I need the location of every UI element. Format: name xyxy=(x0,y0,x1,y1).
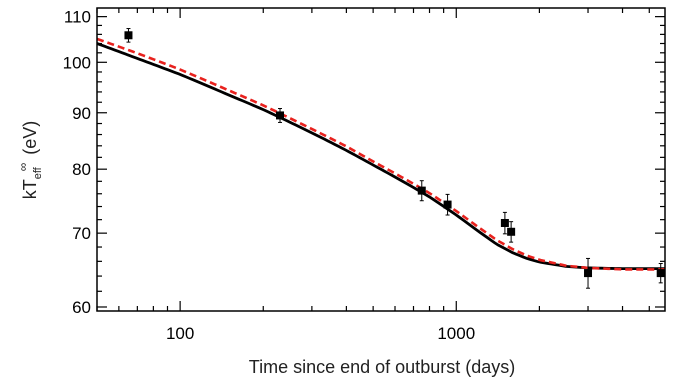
y-tick-label: 110 xyxy=(64,8,91,27)
data-point xyxy=(507,221,516,243)
data-point xyxy=(443,193,452,216)
y-tick-label: 90 xyxy=(72,104,91,123)
data-point xyxy=(417,180,426,202)
point-marker xyxy=(500,218,509,227)
model-curve-dashed xyxy=(96,37,665,271)
plot-frame xyxy=(96,7,666,312)
y-tick-label: 100 xyxy=(63,53,91,72)
data-point xyxy=(500,211,509,235)
model-curves xyxy=(96,37,665,271)
x-axis-title: Time since end of outburst (days) xyxy=(249,357,515,377)
x-tick-label: 1000 xyxy=(437,324,475,343)
point-marker xyxy=(443,200,452,209)
y-tick-label: 80 xyxy=(72,160,91,179)
point-marker xyxy=(584,269,593,278)
point-marker xyxy=(656,269,665,278)
data-point xyxy=(276,108,285,123)
tick-labels: 100 1000 60 70 80 90 100 110 xyxy=(63,8,476,343)
point-marker xyxy=(417,186,426,195)
point-marker xyxy=(124,31,133,40)
model-curve-solid xyxy=(96,42,665,271)
data-point xyxy=(656,263,665,284)
data-point xyxy=(584,257,593,289)
axis-ticks xyxy=(96,8,665,311)
point-marker xyxy=(507,227,516,236)
data-point xyxy=(124,28,133,43)
y-axis-title: kTeff∞(eV) xyxy=(16,121,44,200)
x-tick-label: 100 xyxy=(166,324,194,343)
y-tick-label: 70 xyxy=(72,224,91,243)
data-points xyxy=(124,28,665,289)
y-tick-label: 60 xyxy=(72,298,91,317)
point-marker xyxy=(276,111,285,120)
